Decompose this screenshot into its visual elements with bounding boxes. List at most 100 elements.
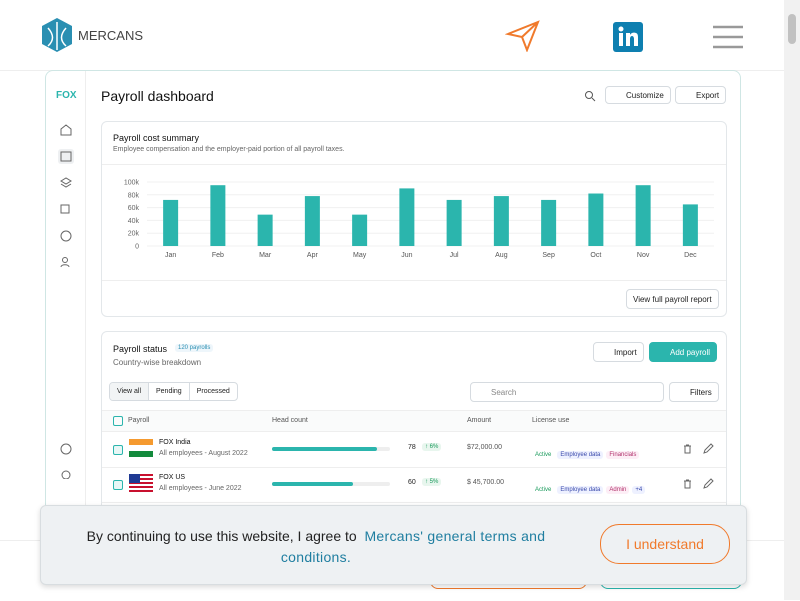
row-actions[interactable] (682, 478, 718, 490)
flag (129, 439, 153, 457)
y-tick-label: 100k (124, 180, 140, 187)
badge: 120 payrolls (175, 344, 214, 352)
bar (541, 199, 557, 246)
y-tick-label: 20k (128, 231, 140, 238)
bar (399, 188, 415, 246)
license-chip: +4 (632, 486, 646, 494)
sidebar-icons (58, 124, 74, 479)
accept-button[interactable]: I understand (600, 524, 730, 564)
linkedin-icon[interactable] (613, 22, 643, 52)
cookie-banner: By continuing to use this website, I agr… (40, 505, 747, 585)
license-chip: Employee data (557, 486, 604, 494)
x-tick-label: Dec (684, 252, 697, 259)
filters-button[interactable]: Filters (669, 382, 719, 402)
column-header: Amount (467, 417, 492, 424)
checkbox[interactable] (113, 480, 123, 490)
license-chip: Employee data (557, 451, 604, 459)
x-tick-label: Feb (212, 252, 224, 259)
x-tick-label: Apr (307, 252, 319, 259)
terms-link[interactable]: Mercans' general terms and conditions. (280, 528, 546, 565)
license-list: Active Employee data Admin +4 (532, 478, 648, 496)
bar (588, 193, 604, 246)
card-subtitle: Employee compensation and the employer-p… (113, 146, 345, 153)
y-tick-label: 40k (128, 218, 140, 225)
x-tick-label: Jan (165, 252, 176, 259)
column-header: Head count (272, 417, 308, 424)
payroll-name: FOX US (159, 474, 186, 481)
status-title: Payroll status (113, 344, 168, 354)
scrollbar[interactable] (784, 0, 800, 600)
bar (682, 204, 698, 246)
logo-text: MERCANS (78, 28, 144, 43)
progress-bar (272, 482, 353, 486)
tab[interactable]: Pending (148, 383, 189, 400)
column-header: Payroll (128, 417, 150, 424)
card-title: Payroll cost summary (113, 133, 200, 143)
dashboard: FOX Payroll dashboard Customize Export P… (45, 70, 741, 552)
tab[interactable]: Processed (188, 383, 237, 400)
cost-card: Payroll cost summary Employee compensati… (101, 121, 727, 317)
column-header: License use (532, 417, 570, 424)
tab[interactable]: View all (110, 383, 148, 400)
search-icon[interactable] (584, 90, 596, 102)
logo-icon (42, 18, 72, 52)
table-row: FOX India All employees - August 2022 78 ↑ … (102, 432, 726, 468)
payroll-period: All employees - June 2022 (159, 485, 242, 492)
change-badge: ↑ 5% (422, 478, 442, 486)
bar (304, 196, 320, 246)
license-chip: Active (535, 452, 552, 458)
x-tick-label: Oct (590, 252, 601, 259)
menu-icon[interactable] (712, 25, 744, 49)
x-tick-label: Nov (637, 252, 650, 259)
bar-chart: 0 20k 40k 60k 80k 100k Jan Feb Mar Apr May Jun Jul Au… (124, 180, 714, 259)
checkbox[interactable] (113, 416, 123, 426)
license-chip: Admin (606, 486, 630, 494)
bar (163, 199, 179, 246)
cookie-message: By continuing to use this website, I agr… (86, 528, 357, 544)
x-tick-label: Jun (401, 252, 412, 259)
y-tick-label: 80k (128, 192, 140, 199)
head-count: 78 (408, 444, 416, 451)
payroll-period: All employees - August 2022 (159, 450, 248, 457)
flag (129, 474, 153, 492)
add-payroll-button[interactable]: Add payroll (649, 342, 718, 362)
checkbox[interactable] (113, 445, 123, 455)
bar (352, 214, 368, 246)
license-chip: Active (535, 487, 552, 493)
license-list: Active Employee data Financials (532, 443, 642, 461)
bar (493, 196, 509, 246)
view-report-button[interactable]: View full payroll report (626, 289, 719, 309)
y-tick-label: 0 (135, 244, 139, 251)
bar (446, 199, 462, 246)
amount: $ 45,700.00 (467, 479, 504, 486)
bar (257, 214, 273, 246)
bar (635, 185, 651, 246)
x-tick-label: Jul (450, 252, 459, 259)
tabs: View all Pending Processed (109, 382, 238, 401)
import-button[interactable]: Import (593, 342, 644, 362)
x-tick-label: Aug (495, 252, 508, 259)
row-actions[interactable] (682, 443, 718, 455)
flag-canton (129, 474, 140, 483)
brand: FOX (56, 90, 77, 101)
dashboard-title: Payroll dashboard (101, 88, 214, 104)
cookie-text: By continuing to use this website, I agr… (76, 526, 556, 568)
status-subtitle: Country-wise breakdown (113, 358, 202, 367)
y-tick-label: 60k (128, 205, 140, 212)
x-tick-label: Mar (259, 252, 272, 259)
x-tick-label: May (353, 252, 367, 259)
export-button[interactable]: Export (675, 86, 727, 104)
bar (210, 185, 226, 246)
head-count: 60 (408, 479, 416, 486)
site-header: MERCANS (0, 0, 784, 71)
payroll-name: FOX India (159, 439, 191, 446)
table-row: FOX US All employees - June 2022 60 ↑ 5% $ 4… (102, 467, 726, 503)
customize-button[interactable]: Customize (605, 86, 671, 104)
send-icon[interactable] (505, 20, 541, 52)
change-badge: ↑ 6% (422, 443, 442, 451)
search-input[interactable]: Search (470, 382, 664, 402)
x-tick-label: Sep (542, 252, 555, 259)
progress-bar (272, 447, 378, 451)
amount: $72,000.00 (467, 444, 503, 451)
